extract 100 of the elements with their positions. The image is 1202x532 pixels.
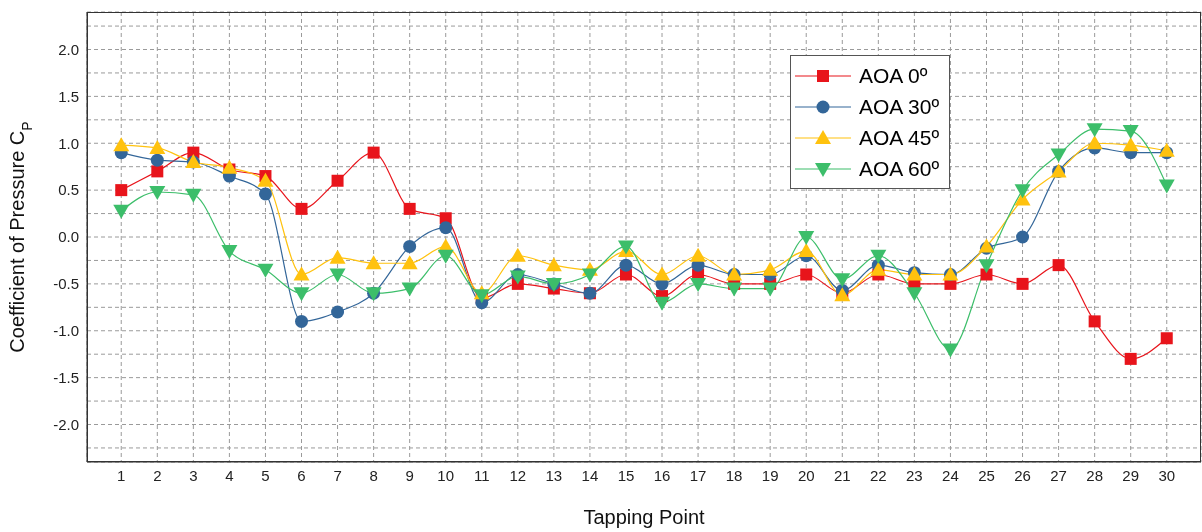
point [257,263,274,278]
point [654,266,671,281]
y-tick-label: -0.5 [53,275,79,293]
point [1122,137,1139,152]
point [113,204,130,219]
point [115,184,128,197]
point [509,247,526,262]
point [545,257,562,272]
legend-label: AOA 0º [859,63,928,88]
x-tick-label: 28 [1086,466,1103,484]
point [149,139,166,154]
point [1088,315,1101,328]
point [1158,179,1175,194]
x-tick-label: 20 [797,466,815,484]
x-tick-label: 7 [333,466,342,484]
x-tick-label: 21 [833,466,851,484]
point [870,261,887,276]
point [1160,332,1173,345]
y-tick-label: -1.0 [53,322,79,340]
x-tick-label: 17 [689,466,707,484]
legend-label: AOA 30º [859,94,940,119]
x-tick-label: 27 [1050,466,1067,484]
point [726,282,743,297]
point [690,277,707,292]
point [762,261,779,276]
y-tick-label: -2.0 [53,415,79,433]
point [221,245,238,260]
x-tick-label: 2 [153,466,162,484]
point [401,255,418,270]
point [293,266,310,281]
point [293,287,310,302]
x-tick-label: 9 [405,466,414,484]
point [1124,352,1137,365]
point [150,153,164,167]
x-tick-label: 4 [225,466,234,484]
y-tick-label: 2.0 [58,40,79,58]
point [439,221,453,235]
legend-label: AOA 45º [859,125,940,150]
x-tick-label: 5 [261,466,270,484]
point [329,268,346,283]
point [762,282,779,297]
point [365,255,382,270]
point [1016,277,1029,290]
point [1016,230,1030,244]
x-tick-label: 1 [117,466,126,484]
x-tick-label: 24 [942,466,959,484]
point [113,137,130,152]
x-tick-label: 6 [297,466,306,484]
point [798,243,815,258]
point [329,249,346,264]
x-tick-label: 29 [1122,466,1140,484]
point [870,249,887,264]
point [942,343,959,358]
y-tick-label: 0.5 [58,181,79,199]
point [509,270,526,285]
x-tick-label: 16 [653,466,671,484]
x-tick-label: 14 [581,466,599,484]
point [800,268,813,281]
point [1158,142,1175,157]
x-tick-label: 10 [437,466,455,484]
point [437,249,454,264]
x-tick-label: 11 [473,466,490,484]
point [654,296,671,311]
point [834,273,851,288]
point [221,159,238,174]
x-tick-label: 15 [617,466,635,484]
point [151,165,164,178]
point [798,231,815,245]
point [690,247,707,262]
point [980,268,993,281]
point [295,202,308,215]
point [403,239,417,253]
point [1086,135,1103,150]
point [1050,148,1067,163]
x-tick-label: 30 [1158,466,1176,484]
y-tick-label: -1.5 [53,368,79,386]
x-axis-title: Tapping Point [583,506,706,528]
point [619,258,633,272]
x-tick-label: 8 [369,466,378,484]
point [1086,123,1103,138]
point [401,282,418,297]
x-tick-label: 26 [1014,466,1031,484]
point [367,146,380,159]
y-tick-label: 1.5 [58,87,79,105]
x-tick-label: 3 [189,466,198,484]
x-tick-label: 25 [978,466,995,484]
point [331,174,344,187]
y-tick-label: 1.0 [58,134,79,152]
point [257,172,274,187]
point [149,186,166,200]
point [331,305,345,319]
x-tick-label: 22 [869,466,887,484]
point [1122,125,1139,140]
point [1014,184,1031,199]
x-tick-label: 18 [725,466,743,484]
x-tick-label: 12 [509,466,527,484]
y-tick-label: 0.0 [58,228,79,246]
x-tick-label: 23 [906,466,923,484]
legend-label: AOA 60º [859,156,940,181]
point [403,202,416,215]
